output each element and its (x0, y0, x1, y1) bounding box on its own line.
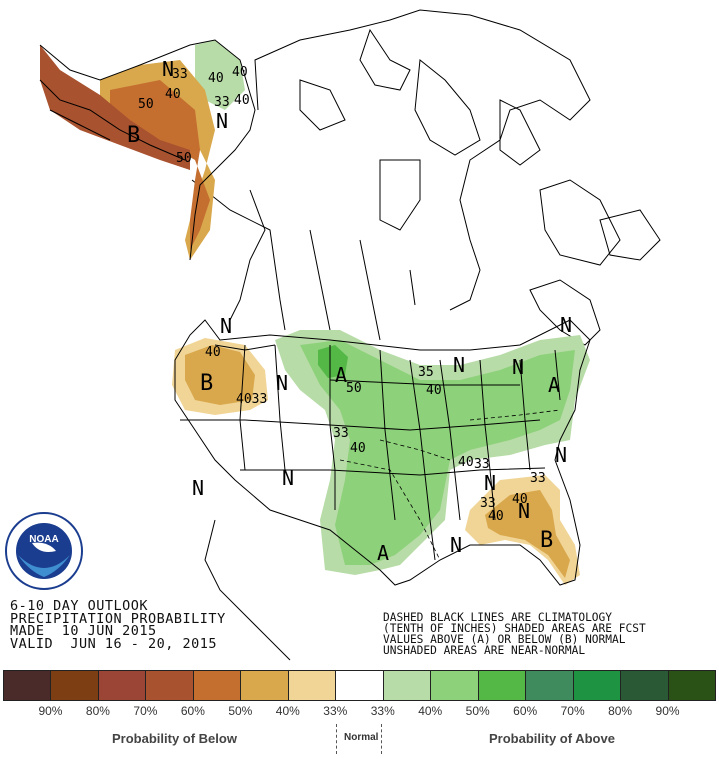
alaska-label: B (127, 123, 140, 148)
legend-swatch (192, 670, 242, 701)
alaska-label: 40 (165, 87, 181, 102)
legend-label: 40% (418, 704, 443, 718)
us-label: 33 (530, 471, 546, 486)
alaska-label: 50 (138, 97, 154, 112)
legend-swatch (287, 670, 337, 701)
legend-swatch (477, 670, 527, 701)
us-label: 40 (488, 509, 504, 524)
legend-swatch (50, 670, 99, 701)
legend-swatch (667, 670, 717, 701)
noaa-logo: NOAA (5, 512, 83, 590)
legend-label: 70% (560, 704, 585, 718)
legend-spacer (3, 704, 27, 718)
legend-swatch (145, 670, 194, 701)
us-label: 50 (346, 381, 362, 396)
legend-label: 90% (655, 704, 680, 718)
us-outlines (174, 319, 591, 661)
legend-swatch (620, 670, 669, 701)
below-caption: Probability of Below (112, 731, 237, 746)
alaska-outline (39, 39, 256, 261)
normal-divider-left (336, 724, 337, 754)
legend-swatch (240, 670, 289, 701)
legend-label: 80% (85, 704, 110, 718)
legend-swatch (382, 670, 432, 701)
us-label: 4033 (236, 392, 267, 407)
canada-outlines (191, 9, 661, 346)
us-label: 33 (474, 457, 490, 472)
probability-legend-labels: 90% 80% 70% 60% 50% 40% 33% 33% 40% 50% 60% 70% 80% 9… (3, 704, 715, 718)
us-label: 40 (205, 345, 221, 360)
us-label: 40 (426, 383, 442, 398)
us-label: N (484, 471, 496, 495)
legend-label: 60% (180, 704, 205, 718)
us-label: A (377, 541, 389, 565)
above-caption: Probability of Above (489, 731, 615, 746)
us-label: N (282, 466, 294, 490)
legend-swatch (97, 670, 147, 701)
alaska-label: 40 (234, 93, 250, 108)
legend-label: 80% (608, 704, 633, 718)
legend-label: 50% (228, 704, 253, 718)
legend-swatch (525, 670, 574, 701)
us-label: N (560, 313, 572, 337)
us-label: A (335, 363, 347, 387)
us-label: 40 (458, 455, 474, 470)
legend-label: 40% (275, 704, 300, 718)
us-label: N (555, 443, 567, 467)
legend-label: 33% (370, 704, 395, 718)
west-forecast-shading (172, 338, 268, 415)
normal-caption: Normal (344, 732, 379, 743)
alaska-label: N (216, 109, 228, 133)
outlook-valid: VALID JUN 16 - 20, 2015 (10, 635, 218, 652)
note-line-1: DASHED BLACK LINES ARE CLIMATOLOGY (383, 611, 613, 624)
us-label: N (192, 476, 204, 500)
us-label: 33 (333, 426, 349, 441)
normal-divider-right (381, 724, 382, 754)
legend-label: 90% (38, 704, 63, 718)
us-label: B (540, 528, 553, 553)
outlook-title: 6-10 DAY OUTLOOK (10, 598, 149, 614)
us-label: B (200, 371, 213, 396)
us-label: 35 (418, 365, 434, 380)
note-line-3: VALUES ABOVE (A) OR BELOW (B) NORMAL (383, 633, 626, 646)
noaa-logo-text: NOAA (29, 534, 58, 545)
outlook-map: N N B 33 40 50 50 40 40 33 40 N 40 B 403… (39, 9, 661, 661)
outlook-made: MADE 10 JUN 2015 (10, 623, 157, 639)
legend-swatch (335, 670, 384, 701)
note-line-2: (TENTH OF INCHES) SHADED AREAS ARE FCST (383, 622, 646, 635)
us-label: 40 (512, 492, 528, 507)
legend-label: 70% (133, 704, 158, 718)
probability-legend (3, 670, 717, 703)
us-label: N (276, 371, 288, 395)
us-label: N (450, 533, 462, 557)
alaska-label: 40 (208, 71, 224, 86)
outlook-subtitle: PRECIPITATION PROBABILITY (10, 610, 226, 627)
us-label: N (512, 355, 524, 379)
alaska-forecast-shading (40, 40, 245, 260)
note-line-4: UNSHADED AREAS ARE NEAR-NORMAL (383, 644, 586, 657)
outlook-info: 6-10 DAY OUTLOOK PRECIPITATION PROBABILIT… (10, 600, 226, 650)
alaska-label: 33 (172, 67, 188, 82)
us-label: N (518, 499, 530, 523)
map-labels: N N B 33 40 50 50 40 40 33 40 N 40 B 403… (127, 57, 572, 565)
us-label: N (220, 314, 232, 338)
legend-label: 50% (465, 704, 490, 718)
climatology-dashed-lines (339, 409, 561, 561)
central-east-forecast-shading (275, 330, 590, 575)
legend-label: 60% (513, 704, 538, 718)
us-label: A (548, 373, 560, 397)
legend-swatch (572, 670, 622, 701)
alaska-label: 33 (214, 95, 230, 110)
alaska-label: 50 (176, 151, 192, 166)
legend-label: 33% (323, 704, 348, 718)
us-label: 40 (350, 441, 366, 456)
legend-swatch (3, 670, 52, 701)
alaska-label: 40 (232, 65, 248, 80)
alaska-label: N (162, 57, 174, 81)
us-label: N (453, 353, 465, 377)
legend-spacer (691, 704, 715, 718)
us-label: 33 (480, 496, 496, 511)
legend-note: DASHED BLACK LINES ARE CLIMATOLOGY (TENTH… (383, 612, 646, 656)
legend-swatch (430, 670, 479, 701)
